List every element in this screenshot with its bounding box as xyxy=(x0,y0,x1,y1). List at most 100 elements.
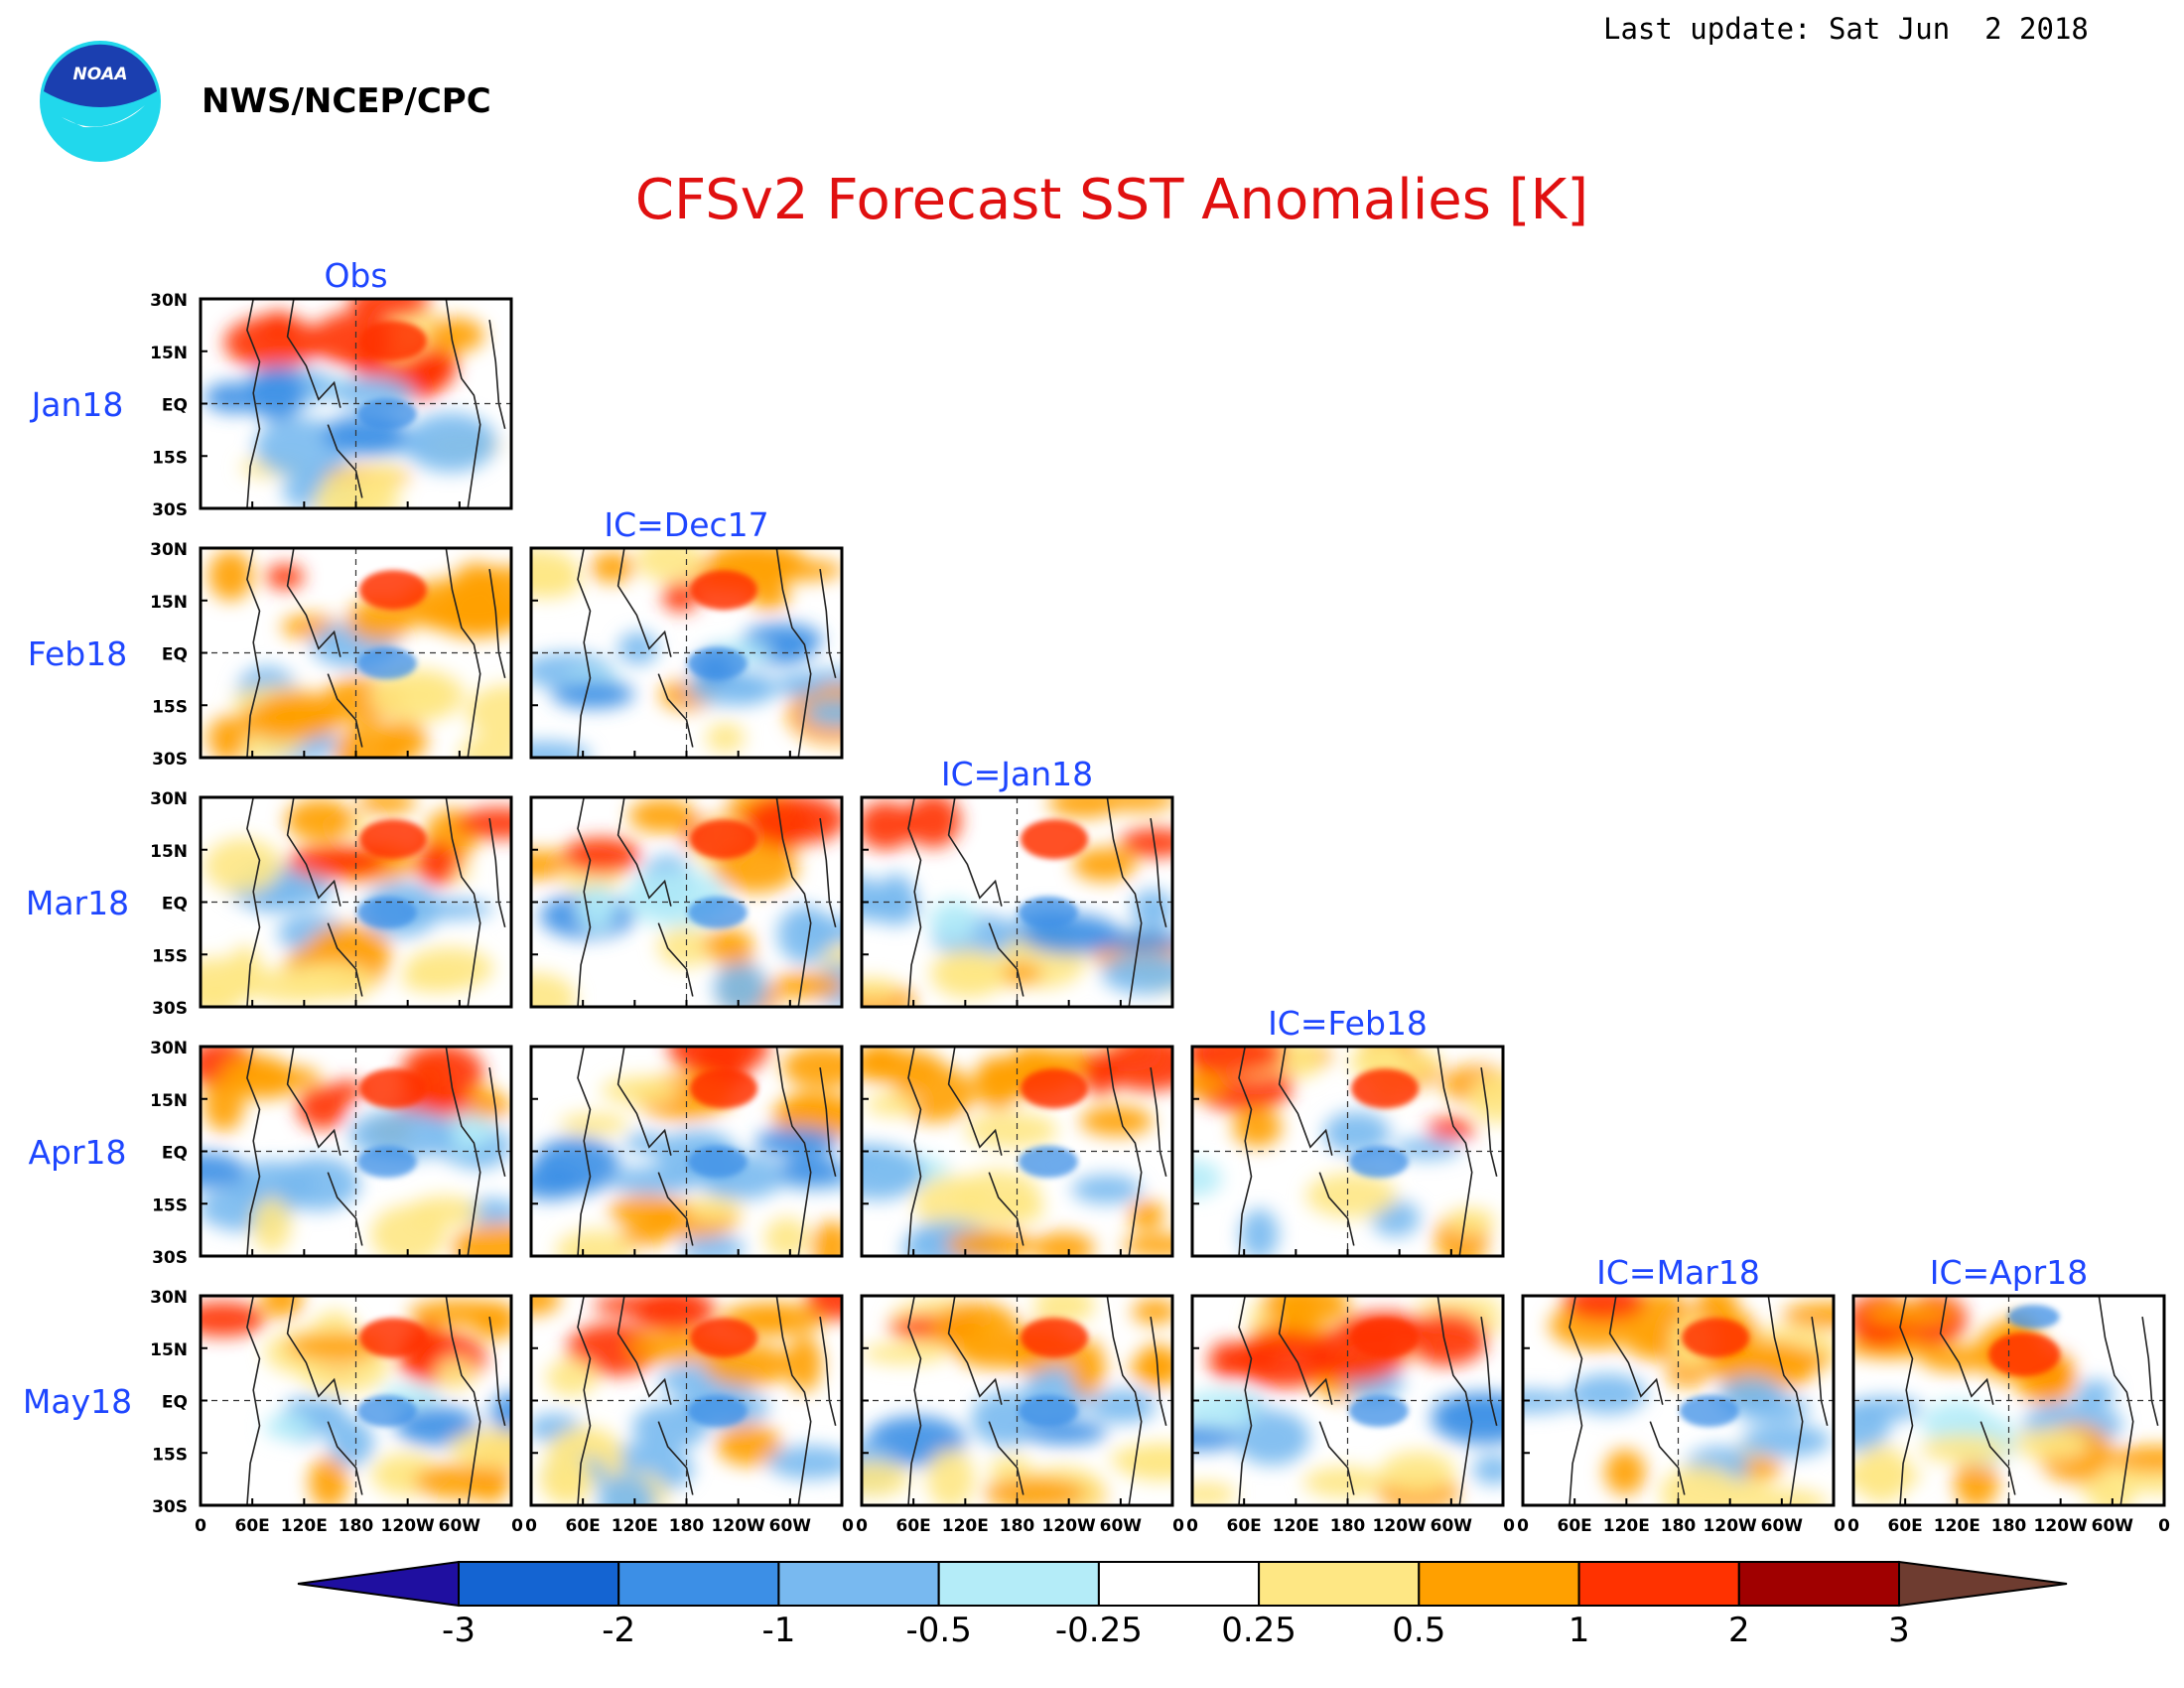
lat-tick-label: 30N xyxy=(150,1039,188,1058)
map-panel-4-0 xyxy=(199,1294,513,1507)
last-update: Last update: Sat Jun 2 2018 xyxy=(1603,12,2089,46)
map-panel-1-0 xyxy=(199,546,513,760)
lon-tick-label: 0 xyxy=(1834,1516,1845,1536)
lon-tick-label: 120E xyxy=(281,1516,328,1536)
lon-tick-label: 60E xyxy=(1558,1516,1592,1536)
lat-tick-label: 30S xyxy=(152,1497,188,1517)
column-label-2: IC=Jan18 xyxy=(941,755,1093,793)
org-name: NWS/NCEP/CPC xyxy=(202,81,491,121)
lat-tick-label: 30S xyxy=(152,999,188,1019)
lat-tick-label: EQ xyxy=(162,1144,188,1164)
lon-tick-label: 0 xyxy=(525,1516,537,1536)
map-panel-2-2 xyxy=(860,795,1174,1009)
lon-tick-label: 0 xyxy=(1503,1516,1515,1536)
lon-tick-label: 60W xyxy=(439,1516,481,1536)
panel-grid: Jan18 30N 15N EQ 15S 30S Obs Feb18 30N 15N EQ 15S 30… xyxy=(23,256,2166,1517)
map-panel-2-1 xyxy=(529,795,844,1009)
lat-tick-label: 15S xyxy=(152,697,188,717)
row-label-2: Mar18 xyxy=(26,884,129,922)
lat-tick-label: 15N xyxy=(150,1340,188,1360)
colorbar-label: 0.25 xyxy=(1221,1611,1297,1650)
lon-tick-label: 0 xyxy=(1517,1516,1529,1536)
lat-tick-label: 15S xyxy=(152,448,188,468)
colorbar-label: -0.5 xyxy=(906,1611,972,1650)
column-label-5: IC=Apr18 xyxy=(1930,1253,2089,1292)
row-label-0: Jan18 xyxy=(30,385,124,424)
noaa-logo: NOAA xyxy=(40,41,161,162)
map-panel-1-1 xyxy=(529,546,844,760)
map-panel-3-2 xyxy=(860,1045,1174,1258)
lon-tick-label: 0 xyxy=(2158,1516,2170,1536)
map-panel-4-3 xyxy=(1190,1294,1505,1507)
lon-tick-label: 120W xyxy=(1704,1516,1757,1536)
lon-tick-label: 60W xyxy=(1100,1516,1143,1536)
lat-tick-label: EQ xyxy=(162,1393,188,1413)
lat-tick-label: 15S xyxy=(152,946,188,966)
lon-tick-label: 60W xyxy=(1431,1516,1473,1536)
lon-tick-label: 0 xyxy=(1847,1516,1859,1536)
lon-tick-label: 180 xyxy=(1991,1516,2027,1536)
lon-tick-label: 0 xyxy=(195,1516,206,1536)
lon-tick-label: 180 xyxy=(339,1516,374,1536)
map-panel-4-4 xyxy=(1521,1294,1836,1507)
lon-tick-label: 60E xyxy=(1888,1516,1923,1536)
column-label-3: IC=Feb18 xyxy=(1268,1004,1428,1043)
colorbar-box xyxy=(1577,1561,1740,1607)
longitude-tick-labels: 0 60E 120E 180 120W 60W 0 0 60E 120E 180 120W 60W 0 0 6… xyxy=(195,1516,2170,1536)
colorbar-label: -1 xyxy=(761,1611,795,1650)
lon-tick-label: 60W xyxy=(1761,1516,1804,1536)
lon-tick-label: 0 xyxy=(1186,1516,1198,1536)
colorbar-box xyxy=(1737,1561,1901,1607)
colorbar-high-arrow xyxy=(1898,1560,2068,1608)
map-panel-2-0 xyxy=(199,795,513,1009)
figure-title: CFSv2 Forecast SST Anomalies [K] xyxy=(635,168,1588,232)
lon-tick-label: 0 xyxy=(856,1516,868,1536)
lat-tick-label: 30S xyxy=(152,500,188,520)
lon-tick-label: 180 xyxy=(1330,1516,1366,1536)
lon-tick-label: 0 xyxy=(511,1516,523,1536)
lon-tick-label: 120W xyxy=(1042,1516,1096,1536)
lon-tick-label: 60W xyxy=(2092,1516,2134,1536)
map-panel-4-2 xyxy=(860,1294,1174,1507)
lat-tick-label: 30N xyxy=(150,789,188,809)
lon-tick-label: 60E xyxy=(1227,1516,1262,1536)
lon-tick-label: 120W xyxy=(381,1516,435,1536)
lat-tick-label: EQ xyxy=(162,396,188,416)
lon-tick-label: 180 xyxy=(1661,1516,1697,1536)
colorbar-box xyxy=(617,1561,780,1607)
colorbar: -3 -2 -1 -0.5 -0.25 0.25 0.5 1 2 3 xyxy=(297,1560,2068,1650)
lat-tick-label: 30S xyxy=(152,750,188,770)
colorbar-label: 0.5 xyxy=(1392,1611,1445,1650)
lon-tick-label: 60E xyxy=(235,1516,270,1536)
logo-text: NOAA xyxy=(73,65,128,84)
lon-tick-label: 0 xyxy=(1172,1516,1184,1536)
lon-tick-label: 120E xyxy=(1273,1516,1319,1536)
colorbar-low-arrow xyxy=(297,1560,460,1608)
lon-tick-label: 120W xyxy=(2034,1516,2088,1536)
lat-tick-label: 30N xyxy=(150,1288,188,1308)
lon-tick-label: 0 xyxy=(842,1516,854,1536)
lon-tick-label: 120W xyxy=(1373,1516,1427,1536)
lon-tick-label: 120E xyxy=(612,1516,658,1536)
lon-tick-label: 60E xyxy=(896,1516,931,1536)
colorbar-label: -0.25 xyxy=(1055,1611,1143,1650)
colorbar-label: 3 xyxy=(1888,1611,1910,1650)
lat-tick-label: EQ xyxy=(162,895,188,914)
column-label-1: IC=Dec17 xyxy=(604,505,768,544)
lat-tick-label: 15N xyxy=(150,344,188,363)
colorbar-label: 2 xyxy=(1728,1611,1750,1650)
lon-tick-label: 60W xyxy=(769,1516,812,1536)
lat-tick-label: 15S xyxy=(152,1196,188,1215)
map-panel-3-3 xyxy=(1190,1045,1505,1258)
colorbar-box xyxy=(458,1561,620,1607)
lat-tick-label: EQ xyxy=(162,645,188,665)
column-label-4: IC=Mar18 xyxy=(1596,1253,1760,1292)
colorbar-box xyxy=(777,1561,940,1607)
lat-tick-label: 30N xyxy=(150,540,188,560)
map-panel-4-1 xyxy=(529,1294,844,1507)
lat-tick-label: 30S xyxy=(152,1248,188,1268)
row-label-3: Apr18 xyxy=(28,1133,126,1172)
column-label-0: Obs xyxy=(324,256,387,295)
colorbar-box xyxy=(1418,1561,1580,1607)
